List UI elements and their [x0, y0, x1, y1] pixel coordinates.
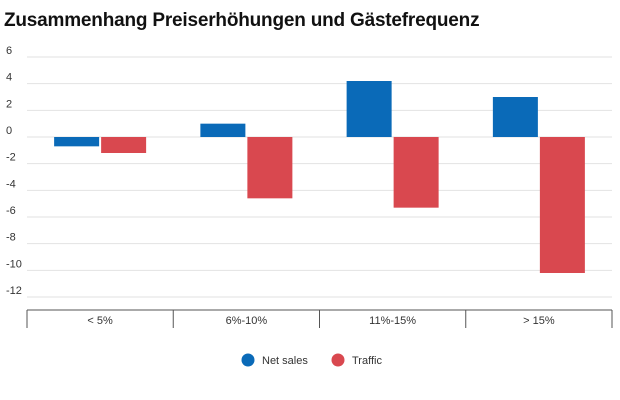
- x-tick-label: < 5%: [87, 315, 113, 327]
- y-tick-label: 4: [6, 72, 12, 84]
- y-tick-label: 0: [6, 125, 12, 137]
- y-tick-label: 2: [6, 98, 12, 110]
- bar-net-sales: [200, 123, 246, 137]
- y-tick-label: -2: [6, 152, 16, 164]
- bar-traffic: [101, 137, 147, 153]
- bar-traffic: [247, 137, 293, 199]
- bar-traffic: [393, 137, 439, 208]
- x-tick-label: 11%-15%: [369, 315, 416, 327]
- y-tick-label: -8: [6, 232, 16, 244]
- y-tick-label: -4: [6, 178, 16, 190]
- bar-traffic: [539, 137, 585, 273]
- legend-swatch: [241, 353, 255, 367]
- bar-net-sales: [492, 97, 538, 137]
- legend-label: Traffic: [352, 355, 382, 367]
- chart-title: Zusammenhang Preiserhöhungen und Gästefr…: [4, 10, 480, 31]
- bar-net-sales: [346, 81, 392, 137]
- y-tick-label: -12: [6, 285, 22, 297]
- legend-label: Net sales: [262, 355, 308, 367]
- x-tick-label: 6%-10%: [226, 315, 268, 327]
- legend-swatch: [331, 353, 345, 367]
- y-tick-label: -6: [6, 205, 16, 217]
- bar-net-sales: [54, 137, 100, 147]
- y-tick-label: -10: [6, 258, 22, 270]
- y-tick-label: 6: [6, 45, 12, 57]
- x-tick-label: > 15%: [523, 315, 555, 327]
